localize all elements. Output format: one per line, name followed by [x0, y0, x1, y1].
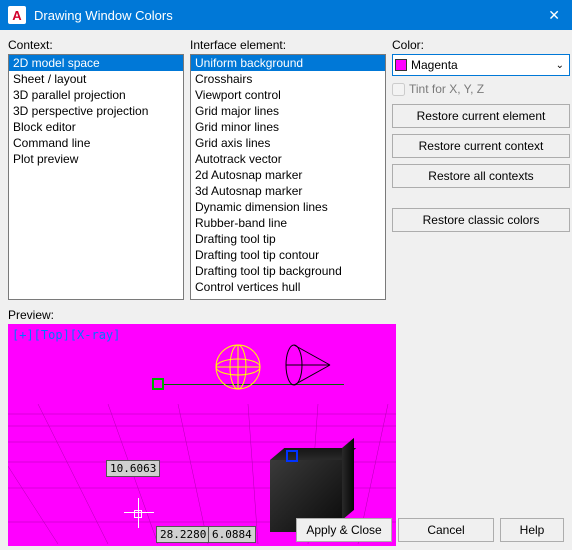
preview-cone-icon [284, 342, 332, 388]
restore-classic-button[interactable]: Restore classic colors [392, 208, 570, 232]
preview-cube [342, 438, 354, 520]
interface-item[interactable]: Rubber-band line [191, 215, 385, 231]
context-item[interactable]: 2D model space [9, 55, 183, 71]
color-dropdown[interactable]: Magenta ⌄ [392, 54, 570, 76]
context-item[interactable]: Block editor [9, 119, 183, 135]
interface-label: Interface element: [190, 38, 386, 52]
interface-item[interactable]: Drafting tool tip background [191, 263, 385, 279]
preview-snap-marker [152, 378, 164, 390]
preview-coord3: 6.0884 [208, 526, 256, 543]
restore-all-button[interactable]: Restore all contexts [392, 164, 570, 188]
color-name: Magenta [411, 58, 553, 72]
context-item[interactable]: Sheet / layout [9, 71, 183, 87]
context-listbox[interactable]: 2D model spaceSheet / layout3D parallel … [8, 54, 184, 300]
preview-canvas: [+][Top][X-ray] 10.6063 28.2280 6.0884 [8, 324, 396, 546]
interface-item[interactable]: Uniform background [191, 55, 385, 71]
app-icon: A [8, 6, 26, 24]
window-title: Drawing Window Colors [34, 8, 544, 23]
preview-sphere-icon [214, 344, 262, 390]
interface-item[interactable]: Grid minor lines [191, 119, 385, 135]
interface-item[interactable]: 2d Autosnap marker [191, 167, 385, 183]
restore-context-button[interactable]: Restore current context [392, 134, 570, 158]
context-item[interactable]: 3D parallel projection [9, 87, 183, 103]
preview-coord2: 28.2280 [156, 526, 210, 543]
interface-item[interactable]: Dynamic dimension lines [191, 199, 385, 215]
help-button[interactable]: Help [500, 518, 564, 542]
tint-checkbox[interactable] [392, 83, 405, 96]
context-item[interactable]: Plot preview [9, 151, 183, 167]
apply-close-button[interactable]: Apply & Close [296, 518, 392, 542]
interface-item[interactable]: Drafting tool tip contour [191, 247, 385, 263]
cancel-button[interactable]: Cancel [398, 518, 494, 542]
color-label: Color: [392, 38, 570, 52]
preview-overlay-text: [+][Top][X-ray] [12, 328, 120, 342]
interface-item[interactable]: Crosshairs [191, 71, 385, 87]
interface-item[interactable]: Drafting tool tip [191, 231, 385, 247]
tint-row: Tint for X, Y, Z [392, 82, 570, 96]
interface-item[interactable]: Grid major lines [191, 103, 385, 119]
context-item[interactable]: Command line [9, 135, 183, 151]
preview-cursor-box [134, 510, 142, 518]
chevron-down-icon: ⌄ [553, 60, 567, 71]
interface-item[interactable]: Control vertices hull [191, 279, 385, 295]
color-swatch [395, 59, 407, 71]
interface-item[interactable]: Viewport control [191, 87, 385, 103]
interface-listbox[interactable]: Uniform backgroundCrosshairsViewport con… [190, 54, 386, 300]
context-label: Context: [8, 38, 184, 52]
interface-item[interactable]: Grid axis lines [191, 135, 385, 151]
preview-selection-marker [286, 450, 298, 462]
preview-coord1: 10.6063 [106, 460, 160, 477]
dialog-buttons: Apply & Close Cancel Help [296, 518, 564, 542]
titlebar: A Drawing Window Colors ✕ [0, 0, 572, 30]
restore-element-button[interactable]: Restore current element [392, 104, 570, 128]
context-item[interactable]: 3D perspective projection [9, 103, 183, 119]
interface-item[interactable]: 3d Autosnap marker [191, 183, 385, 199]
tint-label: Tint for X, Y, Z [409, 82, 484, 96]
preview-label: Preview: [8, 308, 564, 322]
interface-item[interactable]: Autotrack vector [191, 151, 385, 167]
close-icon[interactable]: ✕ [544, 7, 564, 24]
